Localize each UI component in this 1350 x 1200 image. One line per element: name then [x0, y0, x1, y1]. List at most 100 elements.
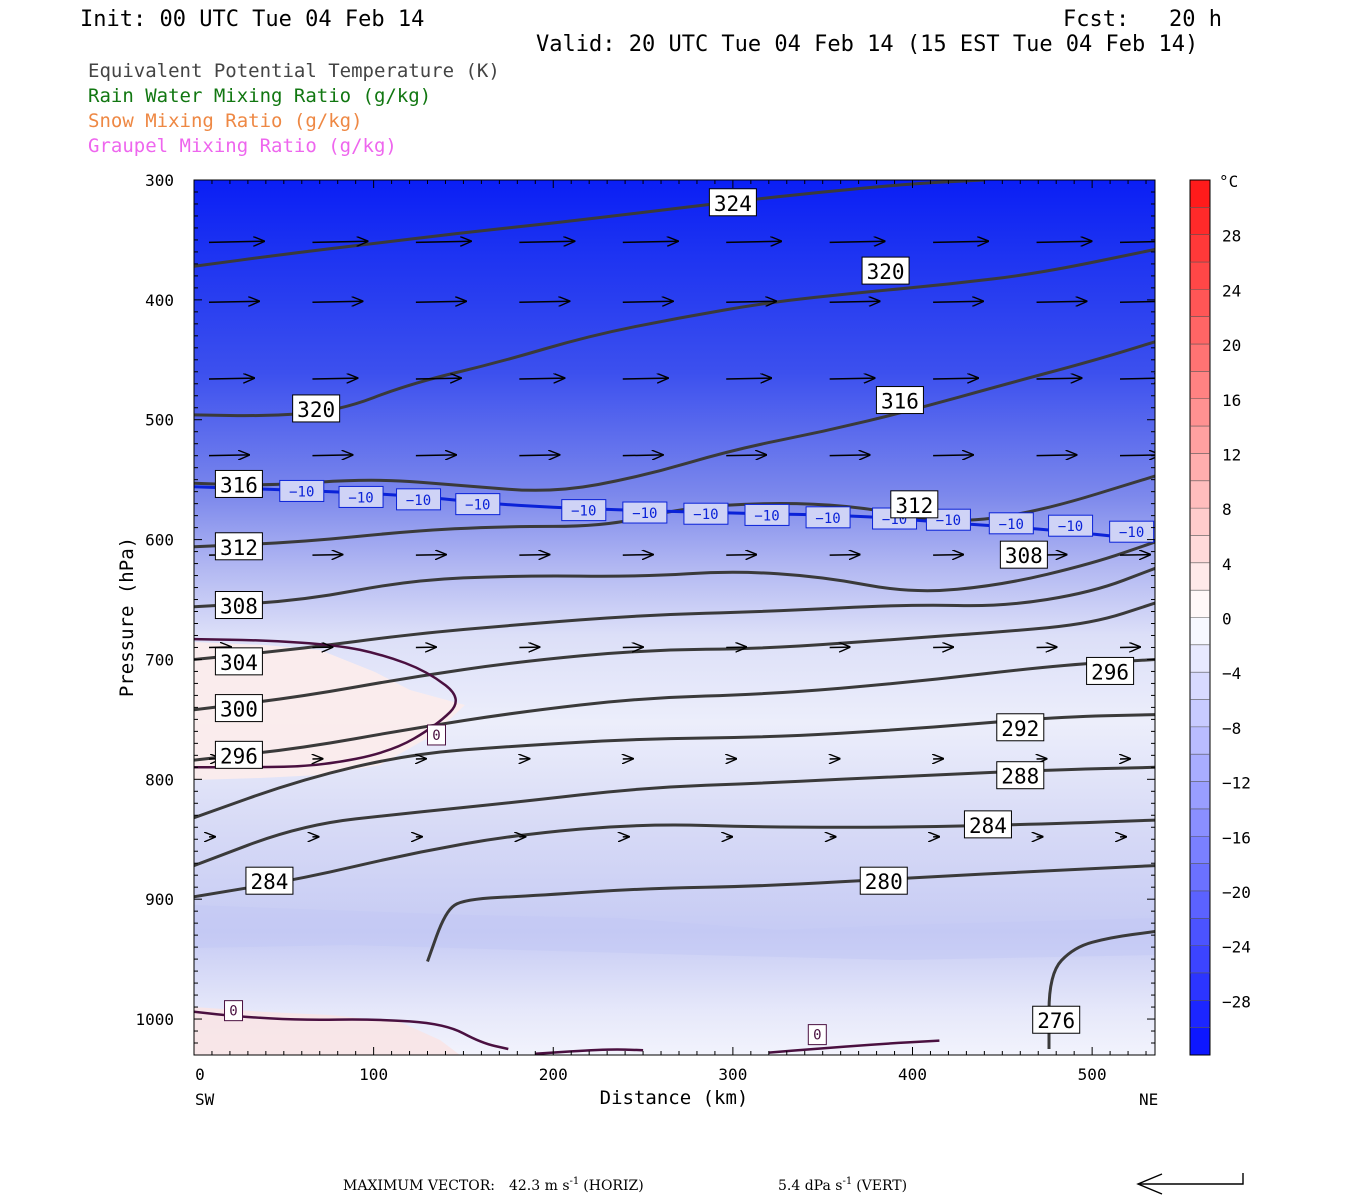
- theta-e-line: [194, 713, 1155, 820]
- colorbar-step: [1190, 726, 1210, 755]
- max-vertical-vector-label: 5.4 dPa s-1 (VERT): [778, 1176, 907, 1194]
- y-axis: 300 400 500 600 700 800 900 1000: [135, 171, 1155, 1044]
- minus10-label-box: [1109, 520, 1155, 543]
- minus10-label: −10: [465, 498, 490, 514]
- colorbar-tick-label: 24: [1222, 281, 1241, 300]
- theta-e-label-box: [996, 713, 1045, 742]
- zero-label: 0: [432, 728, 440, 744]
- colorbar-step: [1190, 836, 1210, 865]
- minus10-label-box: [988, 512, 1034, 535]
- minus10-label-box: [1048, 514, 1094, 537]
- colorbar-step: [1190, 672, 1210, 701]
- wind-vector: [415, 241, 471, 242]
- colorbar-step: [1190, 535, 1210, 564]
- wind-vector: [519, 555, 549, 556]
- wind-vector: [622, 555, 653, 556]
- colorbar-step: [1190, 207, 1210, 236]
- plot-background: [194, 180, 1155, 1055]
- wind-vector: [312, 555, 342, 556]
- minus10-label: −10: [571, 504, 596, 520]
- colorbar-step: [1190, 262, 1210, 290]
- colorbar-step: [1190, 371, 1210, 400]
- theta-e-label-box: [214, 740, 263, 769]
- minus10-label-box: [805, 506, 851, 529]
- theta-e-label: 300: [220, 698, 258, 722]
- minus10-label: −10: [693, 507, 718, 523]
- colorbar-step: [1190, 890, 1210, 919]
- legend-item: Graupel Mixing Ratio (g/kg): [88, 135, 397, 157]
- y-tick-label: 800: [145, 770, 174, 789]
- wind-vector: [1036, 301, 1087, 302]
- colorbar-step: [1190, 754, 1210, 783]
- init-time: Init: 00 UTC Tue 04 Feb 14: [80, 7, 424, 32]
- y-axis-title: Pressure (hPa): [116, 537, 138, 697]
- wind-vector: [208, 455, 249, 456]
- colorbar-tick-label: 4: [1222, 555, 1232, 574]
- zero-label-box: [426, 724, 446, 746]
- colorbar-step: [1190, 289, 1210, 318]
- colorbar-tick-label: −4: [1222, 664, 1241, 683]
- colorbar-step: [1190, 590, 1210, 618]
- wind-vector: [726, 555, 756, 556]
- minus10-label: −10: [1058, 519, 1083, 535]
- wind-vector: [1119, 378, 1155, 379]
- colorbar-tick-label: −8: [1222, 719, 1241, 738]
- wind-vector: [933, 241, 988, 242]
- theta-e-label-box: [214, 532, 263, 561]
- zero-degree-line: [194, 637, 457, 769]
- legend-item: Rain Water Mixing Ratio (g/kg): [88, 85, 431, 107]
- colorbar-step: [1190, 344, 1210, 372]
- x-end-label-right: NE: [1139, 1090, 1158, 1109]
- wind-vector: [312, 301, 362, 302]
- theta-e-label-box: [890, 490, 939, 519]
- theta-e-label: 316: [220, 473, 258, 497]
- theta-e-label-box: [861, 256, 910, 285]
- theta-e-label: 280: [865, 870, 903, 894]
- theta-e-label: 308: [220, 595, 258, 619]
- theta-e-label: 292: [1001, 717, 1039, 741]
- theta-e-contours: [194, 180, 1155, 1049]
- y-tick-label: 700: [145, 650, 174, 669]
- wind-vector: [312, 455, 352, 456]
- wind-vectors: [208, 241, 1155, 837]
- wind-vector: [208, 378, 254, 379]
- x-axis-title: Distance (km): [600, 1087, 749, 1109]
- y-tick-label: 400: [145, 291, 174, 310]
- colorbar-step: [1190, 180, 1210, 208]
- colorbar-tick-label: 16: [1222, 391, 1241, 410]
- zero-label: 0: [229, 1004, 237, 1020]
- wind-vector: [829, 301, 880, 302]
- wind-vector: [1036, 241, 1092, 242]
- colorbar-step: [1190, 562, 1210, 591]
- minus10-label-box: [622, 501, 668, 524]
- minus10-label: −10: [406, 493, 431, 509]
- wind-vector: [829, 455, 870, 456]
- wind-vector: [933, 301, 983, 302]
- colorbar-tick-label: 20: [1222, 336, 1241, 355]
- theta-e-label-box: [292, 394, 341, 423]
- wind-vector: [208, 241, 264, 242]
- colorbar-step: [1190, 617, 1210, 646]
- theta-e-label: 308: [1005, 544, 1043, 568]
- wind-vector: [829, 555, 860, 556]
- colorbar-step: [1190, 1000, 1210, 1029]
- wind-vector: [622, 241, 678, 242]
- wind-vector: [726, 455, 766, 456]
- minus10-label: −10: [289, 484, 314, 500]
- minus10-label-box: [683, 502, 729, 525]
- zero-label: 0: [813, 1028, 821, 1044]
- theta-e-line: [194, 601, 1155, 712]
- wind-vector: [622, 378, 668, 379]
- colorbar-step: [1190, 972, 1210, 1001]
- max-vector-arrow: [1136, 1173, 1244, 1195]
- plot-frame: [193, 179, 1156, 1056]
- wind-vector: [726, 241, 781, 242]
- y-tick-label: 300: [145, 171, 174, 190]
- colorbar-step: [1190, 918, 1210, 947]
- colorbar-tick-label: 28: [1222, 227, 1241, 246]
- colorbar-tick-label: 12: [1222, 445, 1241, 464]
- theta-e-line: [194, 658, 1155, 762]
- minus10-label: −10: [348, 490, 373, 506]
- minus10-contour: −10 −10 −10 −10 −10 −10 −10 −10 −10 −10 −10 −10 −10−…: [194, 479, 1155, 543]
- wind-vector: [312, 378, 357, 379]
